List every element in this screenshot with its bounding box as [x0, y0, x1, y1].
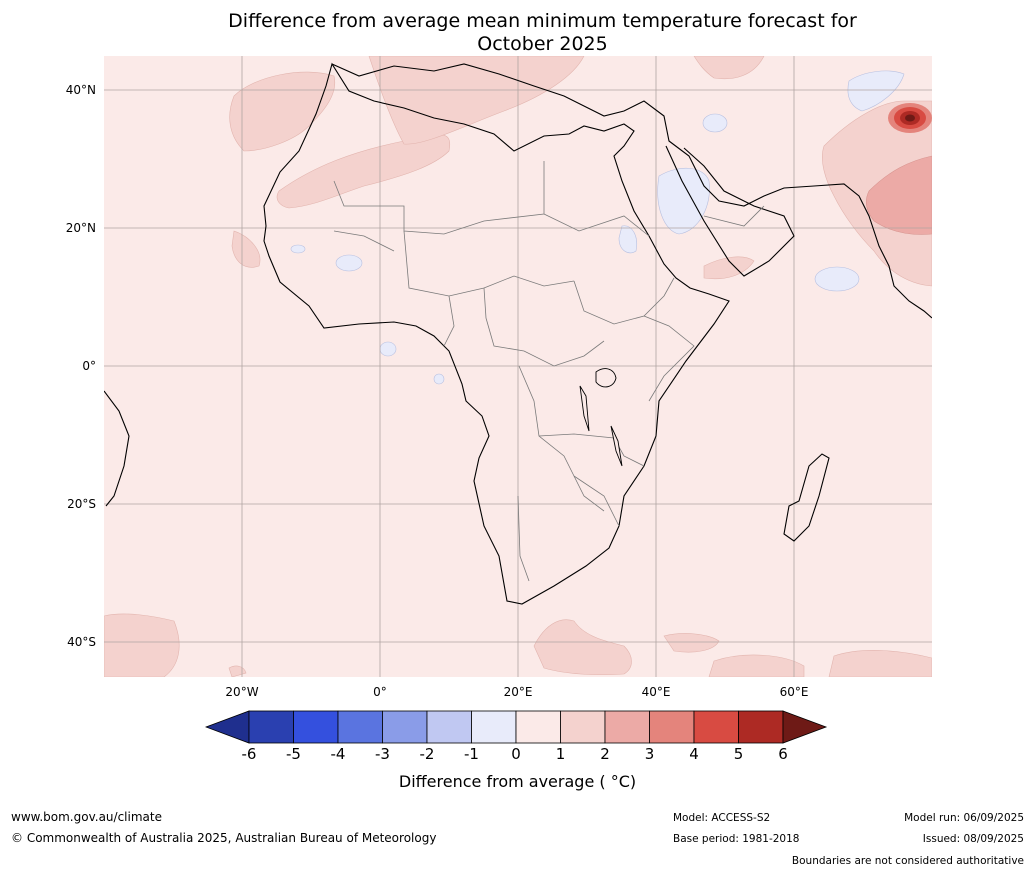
footer-model: Model: ACCESS-S2	[673, 812, 771, 824]
colorbar-cell	[649, 710, 695, 744]
footer-disclaimer: Boundaries are not considered authoritat…	[791, 855, 1024, 867]
colorbar-extend-low	[205, 710, 250, 744]
colorbar-cell	[693, 710, 739, 744]
footer-issued: Issued: 08/09/2025	[922, 833, 1024, 845]
lon-label-60e: 60°E	[779, 685, 809, 699]
colorbar-tick-label: 1	[555, 745, 566, 763]
colorbar-cell	[560, 710, 606, 744]
lon-label-20w: 20°W	[225, 685, 259, 699]
lat-label-20s: 20°S	[67, 497, 96, 511]
colorbar	[205, 710, 828, 744]
colorbar-tick-label: -6	[241, 745, 257, 763]
forecast-map	[104, 56, 932, 677]
lat-label-40n: 40°N	[65, 83, 96, 97]
anomaly-warm-core	[865, 155, 932, 235]
title-line-1: Difference from average mean minimum tem…	[228, 10, 857, 32]
colorbar-tick-label: 3	[644, 745, 655, 763]
colorbar-cell	[248, 710, 294, 744]
lon-label-0: 0°	[373, 685, 387, 699]
lakes	[579, 368, 623, 467]
colorbar-tick-label: -1	[464, 745, 479, 763]
colorbar-tick-label: 6	[778, 745, 788, 763]
lat-label-equator: 0°	[82, 359, 96, 373]
colorbar-tick-label: 5	[733, 745, 744, 763]
colorbar-tick-label: 2	[600, 745, 610, 763]
colorbar-cell	[738, 710, 784, 744]
footer-base-period: Base period: 1981-2018	[673, 833, 800, 845]
lon-label-40e: 40°E	[641, 685, 671, 699]
colorbar-tick-label: -3	[375, 745, 390, 763]
colorbar-cell	[426, 710, 472, 744]
colorbar-title: Difference from average ( °C)	[398, 772, 637, 791]
colorbar-tick-label: -2	[419, 745, 435, 763]
map-title: Difference from average mean minimum tem…	[0, 10, 1035, 56]
lat-label-20n: 20°N	[65, 221, 96, 235]
footer-model-run: Model run: 06/09/2025	[904, 812, 1024, 824]
colorbar-cell	[293, 710, 339, 744]
colorbar-cell	[515, 710, 561, 744]
footer-copyright: © Commonwealth of Australia 2025, Austra…	[11, 831, 437, 845]
colorbar-cell	[382, 710, 428, 744]
footer-website: www.bom.gov.au/climate	[11, 810, 162, 824]
anomaly-cool-areas	[290, 70, 905, 385]
colorbar-cell	[604, 710, 650, 744]
country-boundaries	[333, 161, 765, 582]
colorbar-tick-label: 0	[511, 745, 521, 763]
lat-label-40s: 40°S	[67, 635, 96, 649]
colorbar-tick-label: -5	[286, 745, 301, 763]
colorbar-extend-high	[782, 710, 828, 744]
colorbar-tick-label: 4	[689, 745, 699, 763]
title-line-2: October 2025	[477, 33, 608, 55]
colorbar-cell	[337, 710, 383, 744]
anomaly-hot-spot	[888, 103, 932, 133]
colorbar-tick-label: -4	[330, 745, 346, 763]
colorbar-cell	[471, 710, 517, 744]
lon-label-20e: 20°E	[503, 685, 533, 699]
